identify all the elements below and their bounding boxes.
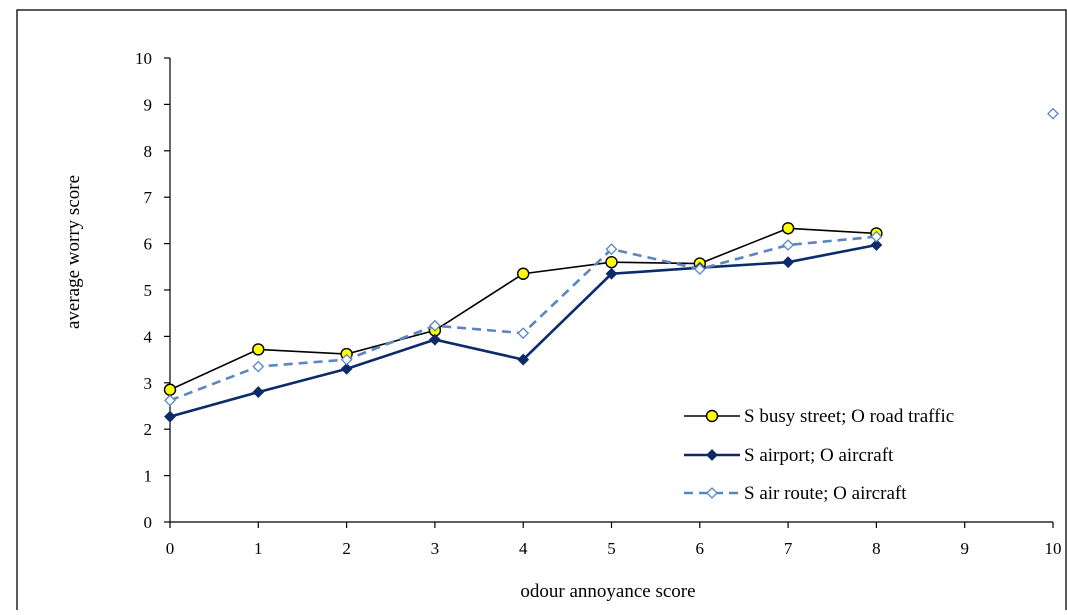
data-point bbox=[605, 243, 618, 256]
x-axis-label: odour annoyance score bbox=[520, 581, 695, 602]
legend-label: S airport; O aircraft bbox=[744, 445, 894, 466]
data-point bbox=[693, 263, 706, 276]
y-tick-label: 9 bbox=[144, 95, 153, 114]
y-tick-label: 5 bbox=[144, 281, 153, 300]
data-point bbox=[340, 362, 353, 375]
data-point bbox=[163, 383, 177, 396]
data-point bbox=[1047, 107, 1059, 120]
x-tick-label: 5 bbox=[607, 539, 616, 558]
data-point bbox=[870, 239, 883, 251]
data-point bbox=[517, 353, 530, 366]
series-2 bbox=[164, 239, 883, 423]
y-tick-label: 0 bbox=[144, 513, 153, 532]
data-point bbox=[781, 222, 795, 235]
data-point bbox=[340, 353, 353, 366]
legend-label: S air route; O aircraft bbox=[744, 483, 907, 504]
y-axis-label: average worry score bbox=[63, 175, 84, 329]
x-tick-label: 0 bbox=[166, 539, 175, 558]
x-tick-label: 4 bbox=[519, 539, 528, 558]
x-tick-label: 10 bbox=[1045, 539, 1062, 558]
y-tick-label: 10 bbox=[135, 49, 152, 68]
data-point bbox=[605, 267, 618, 280]
data-point bbox=[605, 255, 618, 269]
series-1 bbox=[163, 222, 883, 396]
x-tick-label: 1 bbox=[254, 539, 263, 558]
y-tick-label: 3 bbox=[144, 374, 153, 393]
series-3 bbox=[164, 107, 1059, 407]
data-point bbox=[428, 333, 441, 346]
y-tick-label: 6 bbox=[144, 235, 153, 254]
data-point bbox=[252, 360, 265, 373]
x-tick-label: 7 bbox=[784, 539, 793, 558]
x-tick-label: 8 bbox=[872, 539, 881, 558]
x-tick-label: 2 bbox=[342, 539, 351, 558]
legend-marker bbox=[706, 449, 718, 461]
data-point bbox=[517, 267, 530, 280]
y-tick-label: 8 bbox=[144, 142, 153, 161]
data-point bbox=[428, 319, 441, 332]
y-tick-label: 2 bbox=[144, 420, 153, 439]
data-point bbox=[252, 386, 265, 398]
series-group bbox=[163, 107, 1059, 423]
legend-marker bbox=[706, 487, 718, 499]
x-tick-label: 6 bbox=[696, 539, 705, 558]
data-point bbox=[164, 394, 176, 407]
data-point bbox=[252, 343, 265, 356]
data-point bbox=[782, 239, 795, 251]
data-point bbox=[782, 256, 795, 269]
y-tick-label: 4 bbox=[144, 327, 153, 346]
legend-label: S busy street; O road traffic bbox=[744, 406, 954, 427]
legend-marker bbox=[705, 409, 719, 423]
series-line bbox=[169, 235, 877, 402]
x-tick-label: 9 bbox=[960, 539, 969, 558]
y-tick-label: 1 bbox=[144, 467, 153, 486]
x-tick-label: 3 bbox=[431, 539, 440, 558]
chart-border bbox=[16, 9, 1067, 615]
data-point bbox=[164, 410, 176, 423]
y-tick-label: 7 bbox=[144, 188, 153, 207]
axes: 0 1 2 3 4 5 6 7 8 9 10 0 1 2 3 4 5 6 7 8 9 10 bbox=[135, 49, 1062, 558]
legend: S busy street; O road traffic S airport; … bbox=[684, 406, 954, 504]
data-point bbox=[870, 230, 883, 243]
data-point bbox=[517, 327, 530, 340]
